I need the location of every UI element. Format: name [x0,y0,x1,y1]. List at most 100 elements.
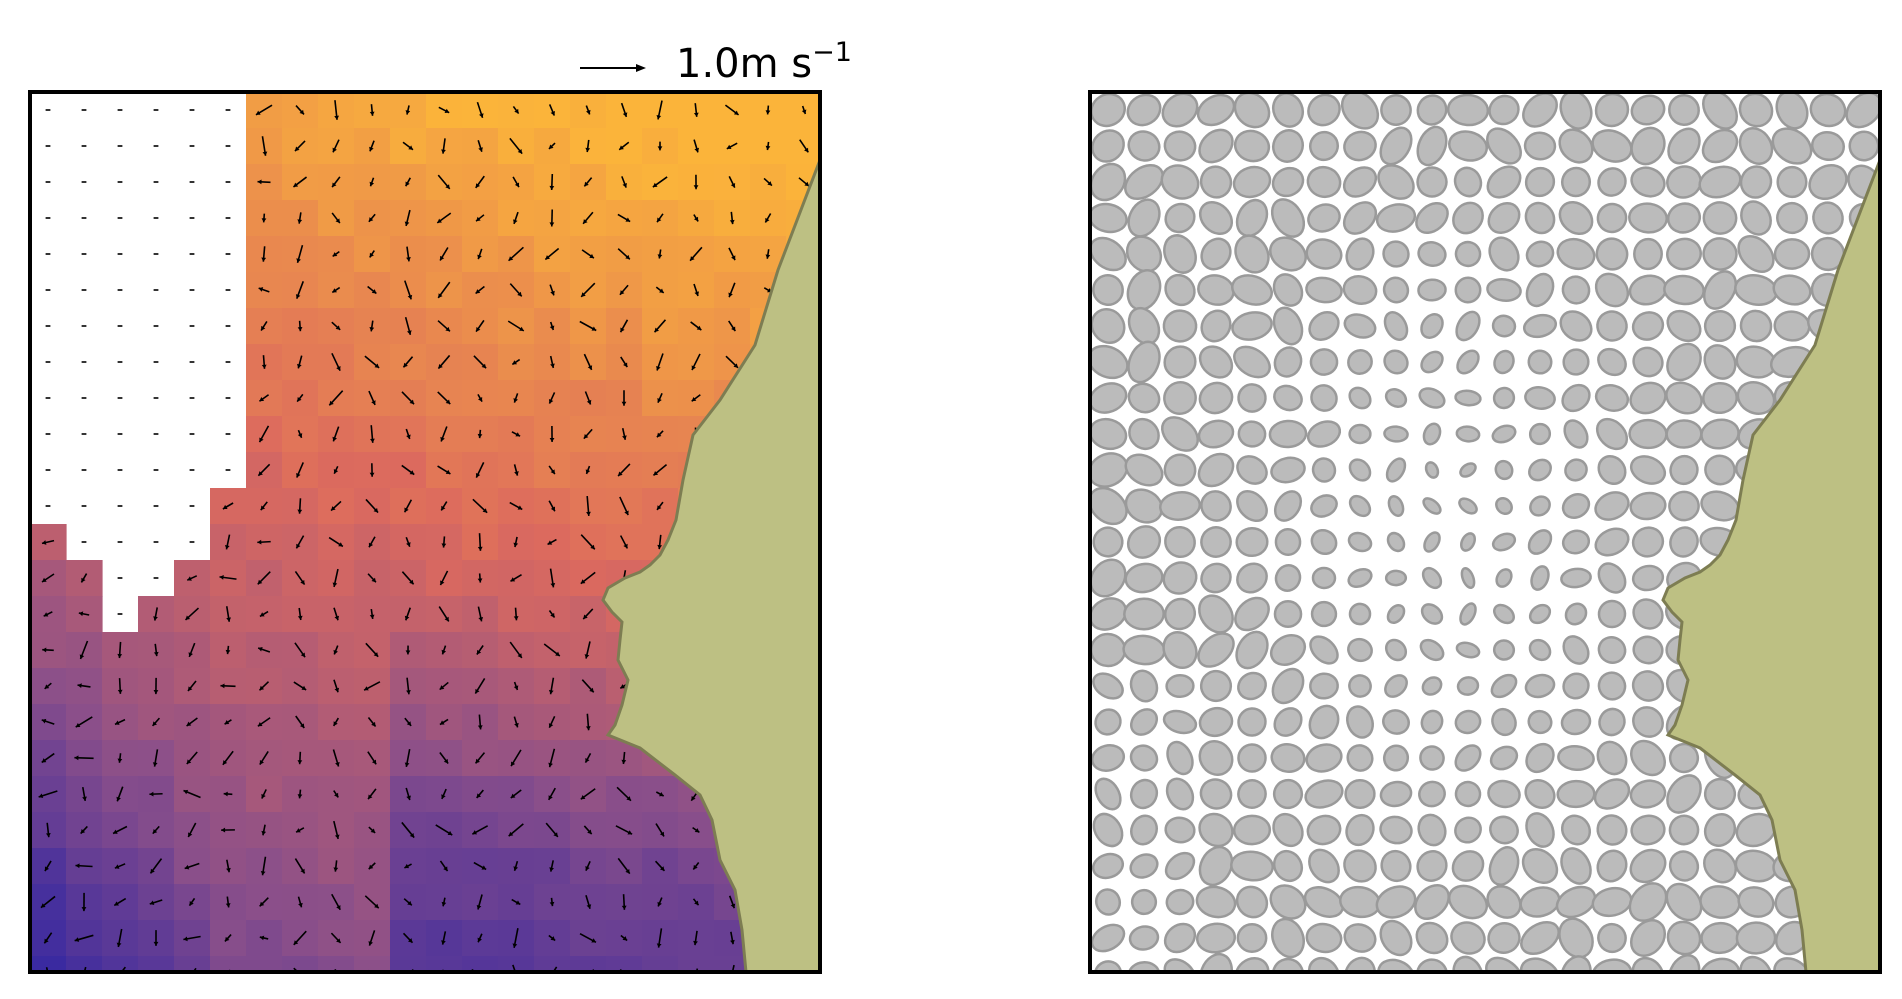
ellipse-marker [1127,961,1161,972]
velocity-arrow [726,142,738,150]
ellipse-marker [1415,921,1449,955]
ellipse-marker [1199,669,1233,703]
velocity-arrow [295,281,305,299]
ellipse-marker [1629,848,1667,884]
ellipse-marker [1382,744,1410,772]
ellipse-marker [1090,417,1128,451]
velocity-arrow [297,896,303,908]
ellipse-marker [1310,384,1338,412]
velocity-arrow [226,859,231,873]
velocity-arrow [113,897,127,907]
quiver-key-label: 1.0m s−1 [676,37,852,87]
velocity-arrow [117,753,123,763]
velocity-arrow [473,861,487,871]
velocity-arrow [260,501,268,511]
velocity-arrow [585,713,591,731]
heatmap-cell [138,956,175,972]
ellipse-marker [1385,457,1407,483]
velocity-arrow [476,645,484,655]
velocity-arrow [617,463,631,477]
velocity-arrow [548,104,556,116]
velocity-arrow [584,752,592,764]
velocity-arrow [405,536,411,548]
ellipse-marker [1452,201,1484,235]
velocity-arrow [507,320,525,332]
velocity-arrow [511,431,521,437]
velocity-arrow [153,607,159,621]
velocity-arrow [401,391,415,405]
velocity-arrow [477,429,483,439]
ellipse-marker [1379,780,1413,808]
velocity-arrow [548,787,556,801]
ellipse-marker [1377,958,1415,972]
velocity-arrow [225,645,231,655]
ellipse-marker [1311,457,1337,483]
velocity-arrow [617,857,631,875]
ellipse-marker [1237,383,1267,413]
heatmap-cell [66,956,103,972]
ellipse-marker [1561,383,1591,413]
ellipse-marker [1127,340,1161,384]
ellipse-marker [1632,346,1664,378]
quiver-key: 1.0m s−1 [580,37,852,87]
ellipse-marker [1492,386,1516,410]
ellipse-marker [1560,955,1592,972]
velocity-arrow [219,575,237,580]
velocity-arrow [439,718,449,726]
ellipse-marker [1810,130,1846,162]
ellipse-marker [1700,418,1740,450]
velocity-arrow [220,683,236,689]
heatmap-cell [606,956,643,972]
ellipse-marker [1562,348,1590,376]
velocity-arrow [221,827,235,833]
ellipse-marker [1666,237,1702,271]
velocity-arrow [334,100,340,120]
velocity-arrow [149,858,163,874]
ellipse-marker [1527,529,1553,555]
velocity-arrow [331,176,341,188]
heatmap-cell [570,956,607,972]
velocity-arrow [471,825,489,835]
ellipse-marker [1597,671,1627,701]
velocity-arrow [512,176,520,188]
velocity-arrow [44,682,52,690]
velocity-arrow [368,862,376,870]
ellipse-marker [1092,273,1124,307]
ellipse-marker [1418,387,1446,409]
velocity-arrow [333,820,340,840]
ellipse-marker [1237,707,1267,737]
velocity-arrow [257,463,271,477]
ellipse-marker [1631,956,1665,972]
ellipse-marker [1126,93,1162,127]
velocity-arrow [548,142,556,150]
quiver-key-unit-exponent: −1 [812,37,852,68]
ellipse-marker [1666,309,1702,343]
velocity-arrow [728,895,736,909]
ellipse-marker [1126,525,1162,559]
velocity-arrow [764,213,772,223]
ellipse-marker [1668,742,1700,774]
ellipse-marker [1555,885,1597,919]
velocity-arrow [364,355,380,369]
velocity-arrow [404,717,412,727]
ellipse-marker [1379,126,1413,166]
ellipse-marker [1198,740,1234,776]
ellipse-marker [1631,526,1665,558]
velocity-arrow [548,465,556,475]
velocity-arrow [545,822,559,838]
ellipse-marker [1162,709,1198,735]
velocity-arrow [224,534,231,550]
ellipse-marker [1528,638,1552,662]
velocity-arrow [297,212,303,224]
ellipse-marker [1773,957,1811,972]
velocity-arrow [548,934,556,942]
velocity-arrow [621,751,627,765]
ellipse-marker [1342,201,1378,235]
ellipse-marker [1342,275,1378,305]
ellipse-marker [1776,165,1808,199]
ellipse-marker [1416,125,1448,167]
ellipse-marker [1666,202,1702,234]
velocity-arrow [656,501,664,511]
ellipse-marker [1417,241,1447,267]
heatmap-cell [102,956,139,972]
